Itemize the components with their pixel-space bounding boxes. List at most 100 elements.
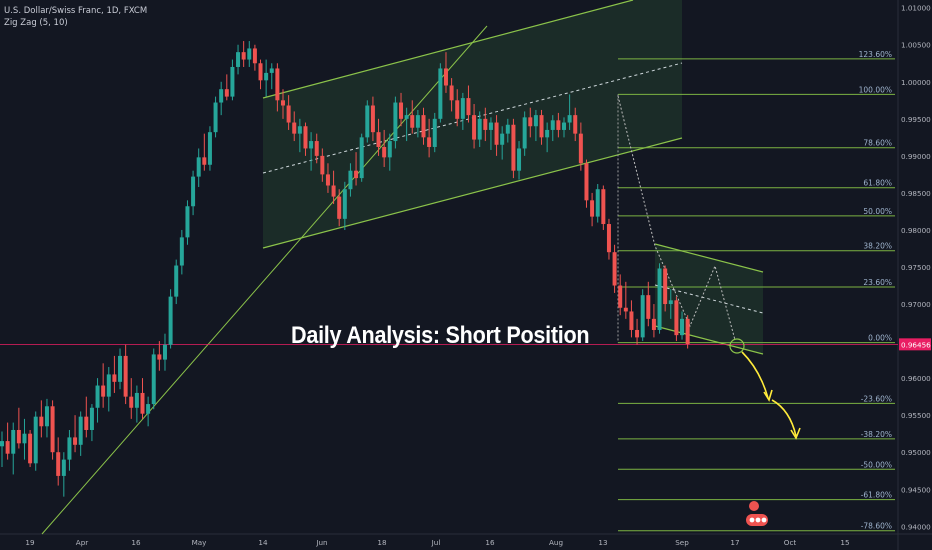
candle-body [331, 185, 336, 197]
candle-body [606, 224, 611, 253]
event-dot-icon [755, 517, 761, 523]
candle-body [67, 437, 72, 460]
zigzag-line [617, 95, 736, 341]
channel-lower-line [262, 137, 683, 249]
desc-channel-lower [654, 325, 764, 355]
price-tick-label: 0.99500 [901, 115, 931, 124]
candle-body [578, 133, 583, 164]
price-tick-label: 0.97000 [901, 300, 931, 309]
candle-body [185, 206, 190, 238]
candle-body [612, 252, 617, 286]
candle-body [118, 355, 123, 382]
price-tick-label: 0.95000 [901, 448, 931, 457]
candle-body [207, 132, 212, 165]
candle-body [286, 105, 291, 123]
candle-body [354, 170, 359, 179]
indicator-label: Zig Zag (5, 10) [4, 18, 68, 28]
candle-body [224, 89, 229, 97]
candle-body [601, 189, 606, 225]
candle-body [573, 115, 578, 134]
candle-body [466, 98, 471, 116]
candle-body [421, 115, 426, 138]
time-tick-label: Jul [431, 538, 441, 547]
time-tick-label: Aug [549, 538, 563, 547]
candle-body [320, 155, 325, 175]
candle-body [247, 48, 252, 60]
candle-body [376, 132, 381, 147]
candle-body [556, 120, 561, 130]
time-tick-label: 14 [258, 538, 268, 547]
price-tick-label: 0.94500 [901, 485, 931, 494]
projection-arrowhead-2 [790, 427, 801, 440]
candle-body [303, 126, 308, 149]
candle-body [123, 355, 128, 397]
candle-body [511, 124, 516, 171]
symbol-title: U.S. Dollar/Swiss Franc, 1D, FXCM [4, 6, 148, 16]
candle-body [179, 237, 184, 266]
candle-body [241, 52, 246, 60]
candle-body [680, 318, 685, 336]
time-tick-label: May [192, 538, 208, 547]
price-tick-label: 1.00500 [901, 41, 931, 50]
candle-body [106, 374, 111, 397]
candle-body [297, 126, 302, 134]
fib-label-7: 0.00% [868, 334, 892, 343]
candle-body [629, 311, 634, 330]
candle-body [410, 115, 415, 128]
candle-body [78, 416, 83, 445]
time-tick-label: 17 [730, 538, 739, 547]
fib-label-6: 23.60% [863, 278, 892, 287]
candle-body [550, 120, 555, 130]
candle-body [101, 385, 106, 397]
candle-body [472, 115, 477, 140]
candle-body [539, 115, 544, 138]
event-dot-icon [749, 517, 755, 523]
target-circle [729, 338, 745, 354]
candle-body [146, 404, 151, 414]
time-tick-label: 18 [377, 538, 387, 547]
candle-body [252, 48, 257, 64]
projection-arrowhead-1 [763, 389, 773, 402]
candle-body [443, 68, 448, 86]
candle-body [112, 374, 117, 382]
candle-body [651, 318, 656, 330]
candle-body [427, 137, 432, 147]
candle-body [545, 129, 550, 138]
candle-body [432, 118, 437, 147]
price-tick-label: 0.98500 [901, 189, 931, 198]
fib-label-0: 123.60% [859, 50, 892, 59]
candle-body [382, 146, 387, 158]
candle-body [584, 163, 589, 201]
candle-body [517, 148, 522, 171]
candle-body [73, 437, 78, 445]
candle-body [595, 189, 600, 217]
price-tick-label: 1.00000 [901, 78, 931, 87]
candle-body [449, 85, 454, 101]
projection-arrow-1 [741, 351, 769, 399]
candle-body [337, 196, 342, 219]
candle-body [39, 416, 44, 427]
candle-body [213, 102, 218, 133]
trend-line [41, 25, 488, 535]
fib-label-11: -61.80% [861, 491, 892, 500]
candle-body [33, 416, 38, 464]
current-price-tag [899, 338, 931, 351]
candle-body [84, 416, 89, 430]
candle-body [685, 318, 690, 345]
fib-label-4: 50.00% [863, 207, 892, 216]
time-tick-label: 15 [840, 538, 849, 547]
fib-label-10: -50.00% [861, 460, 892, 469]
candle-body [365, 105, 370, 138]
candle-body [399, 102, 404, 119]
price-tick-label: 0.95500 [901, 411, 931, 420]
candle-body [230, 66, 235, 97]
candle-body [359, 137, 364, 179]
candle-body [488, 122, 493, 130]
candle-body [640, 295, 645, 338]
candle-body [236, 52, 241, 67]
candle-body [477, 118, 482, 140]
candle-body [342, 189, 347, 219]
time-tick-label: 16 [131, 538, 141, 547]
current-price-label: 0.96456 [901, 340, 931, 349]
